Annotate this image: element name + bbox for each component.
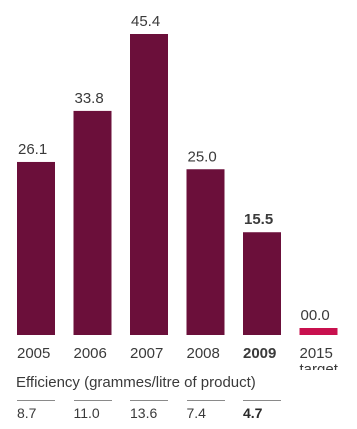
efficiency-value: 4.7: [243, 405, 263, 421]
efficiency-title: Efficiency (grammes/litre of product): [16, 374, 256, 391]
bar-2009: [243, 232, 281, 335]
value-label-2007: 45.4: [131, 13, 160, 30]
value-label-2006: 33.8: [75, 90, 104, 107]
category-label-2005: 2005: [17, 345, 50, 362]
value-label-2009: 15.5: [244, 211, 273, 228]
category-label-2008: 2008: [187, 345, 220, 362]
efficiency-value: 7.4: [186, 405, 206, 421]
efficiency-value: 8.7: [17, 405, 37, 421]
efficiency-value: 13.6: [130, 405, 158, 421]
efficiency-rule: [186, 400, 225, 401]
category-sublabel-2015: target: [300, 361, 339, 370]
efficiency-rule: [73, 400, 112, 401]
category-label-2015: 2015: [300, 345, 333, 362]
category-label-2007: 2007: [130, 345, 163, 362]
bar-2005: [17, 161, 55, 335]
efficiency-rule: [130, 400, 168, 401]
efficiency-rule: [243, 400, 281, 401]
value-label-2005: 26.1: [18, 141, 47, 158]
bar-2008: [186, 169, 225, 335]
efficiency-rule: [17, 400, 55, 401]
value-label-2008: 25.0: [188, 148, 217, 165]
bar-2006: [73, 110, 112, 335]
bar-2007: [130, 34, 168, 335]
category-label-2006: 2006: [74, 345, 107, 362]
bar-chart: 26.1 2005 33.8 2006 45.4 2007 25.0 2008 15.5 2009…: [17, 13, 339, 370]
value-label-2015: 00.0: [301, 307, 330, 324]
category-label-2009: 2009: [243, 345, 276, 362]
efficiency-value: 11.0: [73, 405, 100, 421]
bar-2015: [299, 328, 338, 335]
